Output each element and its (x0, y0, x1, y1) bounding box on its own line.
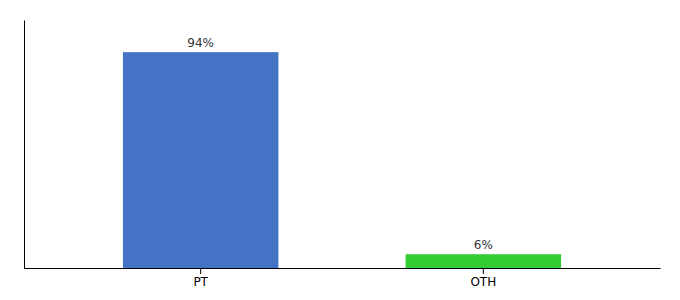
x-tick-label: OTH (470, 275, 496, 289)
x-axis: PT OTH (25, 268, 661, 289)
y-axis (24, 21, 25, 269)
y-axis-line (24, 21, 25, 269)
bar (123, 52, 278, 268)
bar (406, 254, 561, 268)
data-labels: 94% 6% (187, 36, 493, 252)
x-tick: PT (193, 268, 208, 289)
x-tick-label: PT (193, 275, 208, 289)
x-tick-mark (483, 268, 484, 274)
chart: 94% 6% PT OTH (0, 0, 680, 300)
plot: 94% 6% PT OTH (25, 21, 661, 289)
data-label: 94% (187, 36, 214, 50)
x-axis-line (25, 268, 661, 269)
x-tick-mark (200, 268, 201, 274)
bars (123, 52, 561, 268)
x-tick: OTH (470, 268, 496, 289)
data-label: 6% (474, 238, 493, 252)
